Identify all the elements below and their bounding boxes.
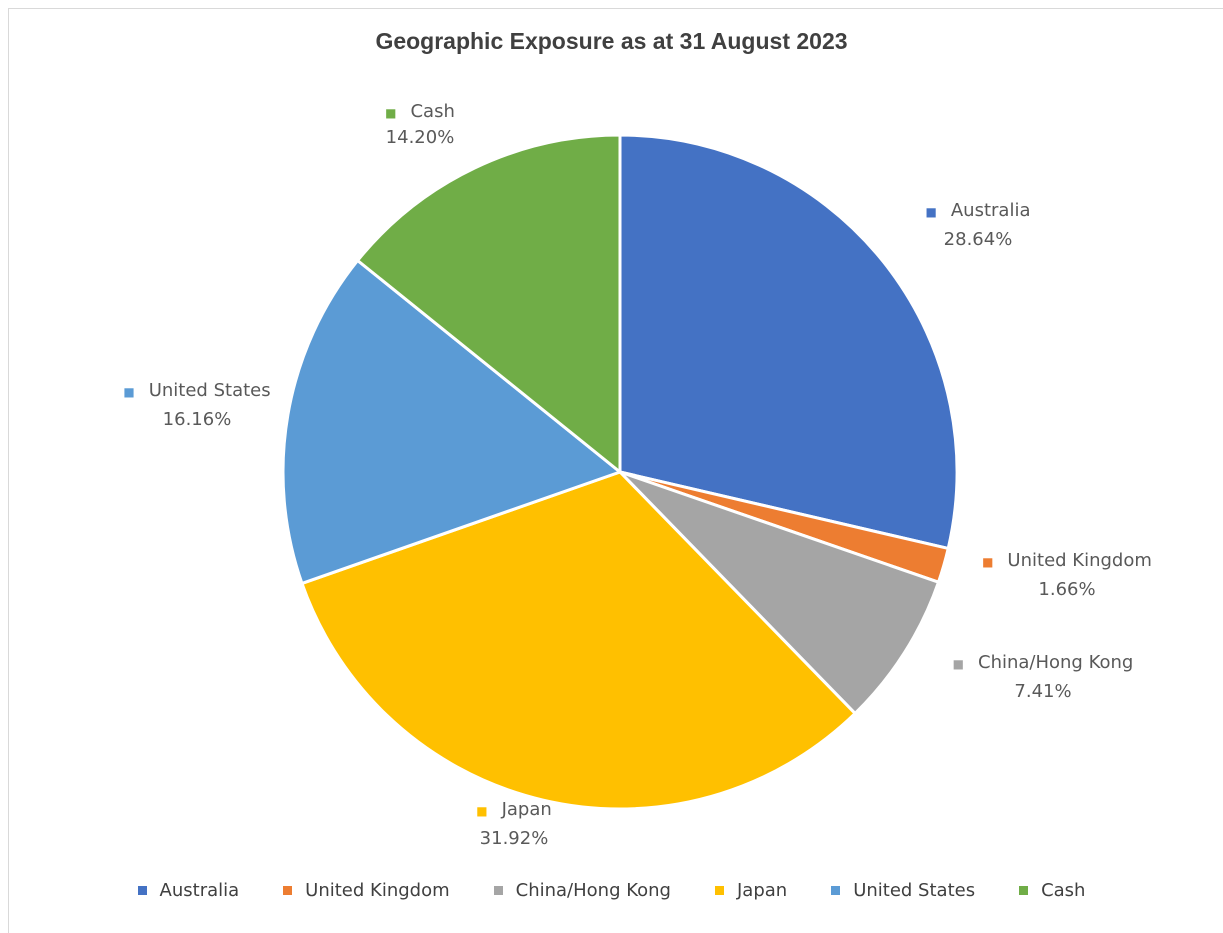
data-label-name: ■ United States — [123, 380, 270, 401]
data-label-united-states: ■ United States 16.16% — [123, 380, 270, 430]
data-label-value: 28.64% — [944, 229, 1013, 250]
data-label-value: 14.20% — [386, 127, 455, 148]
legend-swatch — [714, 886, 724, 895]
data-label-value: 16.16% — [163, 409, 232, 430]
data-label-japan: ■ Japan 31.92% — [476, 799, 552, 849]
data-label-australia: ■ Australia 28.64% — [926, 200, 1031, 250]
legend-label: Japan — [736, 880, 788, 901]
pie-slice-japan — [300, 470, 858, 811]
legend-label: Cash — [1041, 880, 1086, 901]
pie-slice-australia — [618, 133, 959, 551]
data-label-value: 31.92% — [480, 828, 549, 849]
data-label-united-kingdom: ■ United Kingdom 1.66% — [982, 550, 1152, 600]
data-label-name: ■ United Kingdom — [982, 550, 1152, 571]
data-label-cash: ■ Cash 14.20% — [385, 101, 455, 148]
legend-item-united-kingdom: United Kingdom — [283, 880, 450, 901]
pie-slice-cash — [355, 133, 622, 476]
legend-label: United Kingdom — [305, 880, 450, 901]
data-label-name: ■ Australia — [926, 200, 1031, 221]
legend-item-australia: Australia — [137, 880, 240, 901]
legend-item-united-states: United States — [831, 880, 975, 901]
chart-legend: Australia United Kingdom China/Hong Kong Ja… — [0, 880, 1223, 901]
legend-label: Australia — [159, 880, 240, 901]
pie-slice-china-hong-kong — [618, 470, 941, 716]
data-label-name: ■ Japan — [476, 799, 552, 820]
legend-item-china-hong-kong: China/Hong Kong — [493, 880, 671, 901]
pie-slice-united-states — [281, 258, 624, 586]
legend-swatch — [1019, 886, 1029, 895]
legend-label: China/Hong Kong — [515, 880, 671, 901]
legend-swatch — [493, 886, 503, 895]
chart-title: Geographic Exposure as at 31 August 2023 — [375, 28, 848, 54]
pie-chart: ■ Australia 28.64% ■ United Kingdom 1.66% ■ Chi… — [123, 101, 1152, 849]
chart-frame — [8, 8, 1223, 933]
data-label-china-hong-kong: ■ China/Hong Kong 7.41% — [953, 652, 1134, 702]
data-label-value: 7.41% — [1014, 681, 1071, 702]
legend-label: United States — [853, 880, 976, 901]
legend-swatch — [283, 886, 293, 895]
legend-item-japan: Japan — [714, 880, 788, 901]
legend-swatch — [137, 886, 147, 895]
legend-item-cash: Cash — [1019, 880, 1085, 901]
data-label-name: ■ Cash — [385, 101, 455, 122]
data-label-name: ■ China/Hong Kong — [953, 652, 1134, 673]
legend-swatch — [831, 886, 841, 895]
data-label-value: 1.66% — [1038, 579, 1095, 600]
